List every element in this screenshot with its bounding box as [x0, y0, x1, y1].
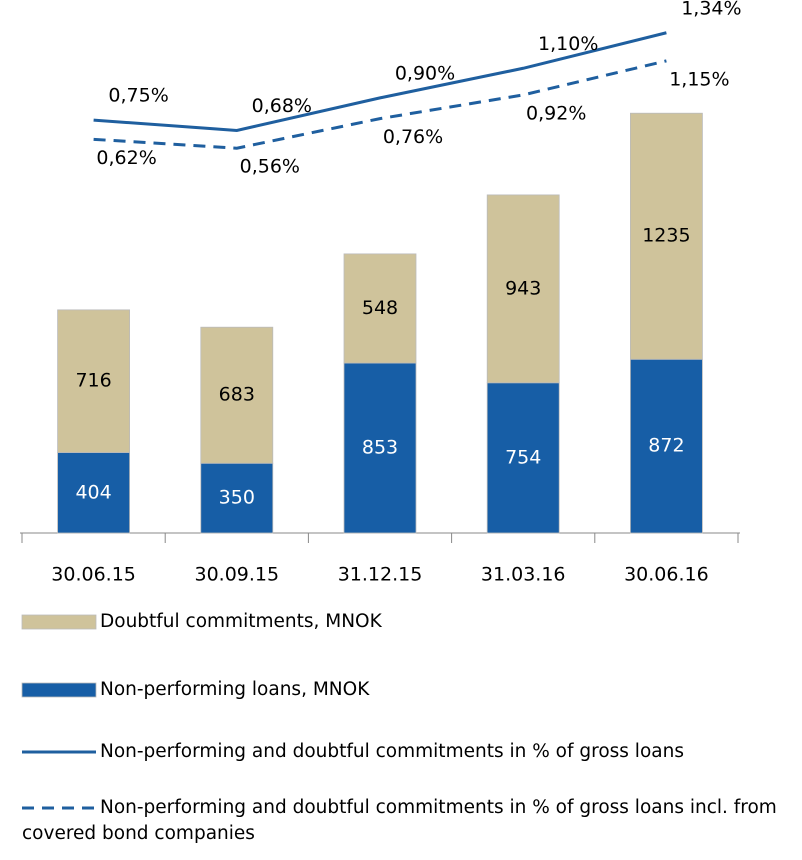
- data-label: 1235: [642, 225, 690, 247]
- data-label: 0,76%: [383, 126, 443, 148]
- data-label: 754: [505, 446, 541, 468]
- x-tick-label: 31.03.16: [481, 564, 566, 586]
- bar-segment: [630, 358, 703, 534]
- data-label: 943: [505, 277, 541, 299]
- legend-label: Doubtful commitments, MNOK: [100, 611, 382, 632]
- data-label: 0,56%: [240, 156, 300, 178]
- x-tick-label: 30.09.15: [194, 564, 279, 586]
- data-label: 0,75%: [108, 85, 168, 107]
- bar-segment: [486, 194, 560, 384]
- x-tick-label: 30.06.16: [624, 564, 709, 586]
- legend-label: Non-performing loans, MNOK: [100, 679, 370, 700]
- data-label: 0,92%: [526, 102, 586, 124]
- data-label: 853: [362, 437, 398, 459]
- data-label: 0,62%: [96, 147, 156, 169]
- bar-segment: [630, 112, 703, 360]
- x-tick-label: 30.06.15: [51, 564, 136, 586]
- legend-swatch: [21, 682, 97, 698]
- data-label: 716: [75, 370, 111, 392]
- data-label: 350: [219, 487, 255, 509]
- data-label: 404: [75, 481, 111, 503]
- legend-swatch: [21, 614, 97, 630]
- data-label: 0,68%: [252, 95, 312, 117]
- data-label: 1,15%: [669, 68, 729, 90]
- bar-segment: [343, 362, 417, 534]
- legend-label: Non-performing and doubtful commitments …: [100, 741, 684, 762]
- bar-segment: [57, 309, 130, 453]
- bar-segment: [343, 253, 417, 364]
- data-label: 0,90%: [395, 62, 455, 84]
- data-label: 872: [648, 435, 684, 457]
- line: [93, 59, 667, 150]
- legend-label: Non-performing and doubtful commitments …: [22, 797, 777, 844]
- data-label: 1,10%: [538, 33, 598, 55]
- bar-segment: [57, 452, 130, 534]
- bar-segment: [486, 382, 560, 534]
- line: [93, 31, 667, 132]
- bar-segment: [200, 462, 274, 534]
- data-label: 683: [219, 384, 255, 406]
- bar-segment: [200, 326, 274, 464]
- x-tick-label: 31.12.15: [338, 564, 423, 586]
- data-label: 1,34%: [681, 0, 741, 19]
- data-label: 548: [362, 297, 398, 319]
